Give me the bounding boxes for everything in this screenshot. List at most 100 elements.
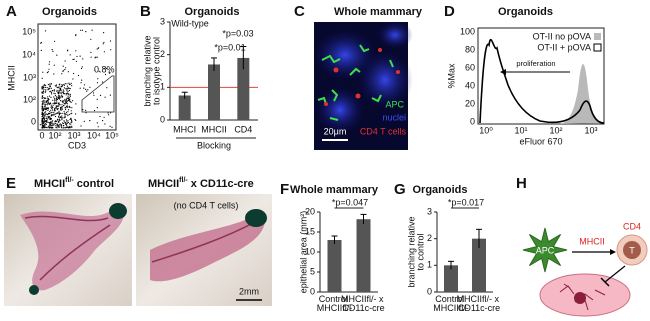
plot-frame — [477, 27, 605, 125]
event-dot — [80, 82, 82, 84]
t-cell-stain — [355, 93, 361, 99]
event-dot — [42, 101, 45, 103]
diagram-label: APC — [536, 245, 555, 255]
event-dot — [68, 127, 70, 129]
panel-title: Organoids — [498, 6, 553, 18]
event-dot — [83, 84, 86, 86]
event-dot — [49, 122, 51, 124]
event-dot — [49, 118, 52, 120]
event-dot — [89, 86, 91, 88]
event-dot — [61, 85, 63, 87]
event-dot — [47, 108, 49, 110]
event-dot — [110, 49, 112, 51]
event-dot — [44, 115, 46, 117]
event-dot — [75, 119, 77, 121]
event-dot — [96, 122, 98, 124]
event-dot — [48, 103, 51, 105]
panel-letter: A — [6, 3, 17, 20]
event-dot — [41, 85, 43, 88]
nuclei-stain — [377, 21, 413, 49]
event-dot — [107, 112, 109, 114]
inhibition-bar — [600, 277, 610, 287]
diagram-label: CD4 — [623, 221, 641, 231]
histogram-no-povа — [560, 63, 604, 124]
y-tick-label: 20 — [305, 206, 315, 216]
legend-entry: APC — [385, 99, 404, 109]
y-tick-label: 40 — [465, 80, 475, 90]
event-dot — [70, 123, 72, 125]
event-dot — [53, 92, 55, 94]
panel-title: Whole mammary — [290, 184, 379, 196]
event-dot — [64, 83, 66, 85]
event-dot — [62, 102, 64, 104]
event-dot — [44, 30, 47, 32]
event-dot — [58, 110, 60, 112]
y-tick-label: 1 — [160, 82, 165, 92]
event-dot — [69, 123, 71, 125]
event-dot — [44, 84, 46, 87]
event-dot — [55, 84, 58, 86]
x-tick-label: Control MHCIIfl/- — [317, 294, 353, 313]
event-dot — [64, 98, 66, 100]
event-dot — [85, 112, 87, 114]
title-superscript: fl/- — [179, 177, 188, 184]
event-dot — [55, 99, 58, 101]
event-dot — [42, 107, 44, 109]
event-dot — [61, 117, 63, 119]
event-dot — [49, 95, 51, 97]
event-dot — [104, 96, 106, 98]
panel-title: MHCIIfl/- x CD11c-cre — [148, 177, 254, 190]
event-dot — [44, 86, 47, 88]
event-dot — [96, 82, 99, 84]
legend-entry: OT-II no pOVA — [533, 31, 591, 41]
gate — [81, 75, 115, 113]
event-dot — [85, 88, 87, 90]
event-dot — [43, 114, 45, 116]
event-dot — [63, 112, 65, 114]
event-dot — [66, 120, 68, 122]
gate-label: 0.8% — [94, 64, 115, 74]
panel-letter: G — [394, 181, 406, 198]
event-dot — [54, 107, 56, 109]
event-dot — [60, 127, 63, 129]
event-dot — [71, 85, 73, 87]
y-tick-label: 10⁴ — [22, 49, 36, 59]
organoid-branch — [559, 283, 606, 311]
event-dot — [81, 29, 84, 31]
event-dot — [45, 117, 47, 120]
event-dot — [58, 97, 60, 100]
legend-swatch — [594, 33, 601, 40]
event-dot — [66, 105, 68, 107]
event-dot — [65, 67, 67, 69]
event-dot — [42, 85, 44, 87]
duct-branch — [151, 221, 256, 263]
x-tick-label: 10³ — [584, 125, 597, 135]
whole-mount-left — [4, 194, 132, 306]
event-dot — [60, 116, 62, 118]
event-dot — [58, 88, 60, 90]
event-dot — [65, 101, 67, 103]
event-dot — [108, 114, 110, 116]
event-dot — [71, 125, 73, 127]
event-dot — [97, 78, 99, 80]
event-dot — [51, 90, 54, 92]
event-dot — [67, 126, 69, 128]
event-dot — [54, 95, 57, 97]
event-dot — [46, 116, 48, 118]
label-line: MHCIIfl/- — [433, 303, 469, 313]
event-dot — [47, 109, 49, 111]
event-dot — [50, 125, 52, 127]
event-dot — [41, 124, 43, 126]
event-dot — [43, 118, 45, 121]
event-dot — [60, 92, 62, 94]
diagram-label: MHCII — [579, 236, 605, 246]
histogram-povа — [479, 38, 605, 124]
event-dot — [70, 118, 72, 120]
event-dot — [50, 104, 52, 106]
event-dot — [42, 119, 44, 121]
event-dot — [83, 87, 85, 89]
event-dot — [62, 91, 64, 93]
y-axis-label: epithelial area (mm²) — [298, 211, 308, 294]
event-dot — [110, 112, 112, 114]
event-dot — [67, 120, 69, 122]
